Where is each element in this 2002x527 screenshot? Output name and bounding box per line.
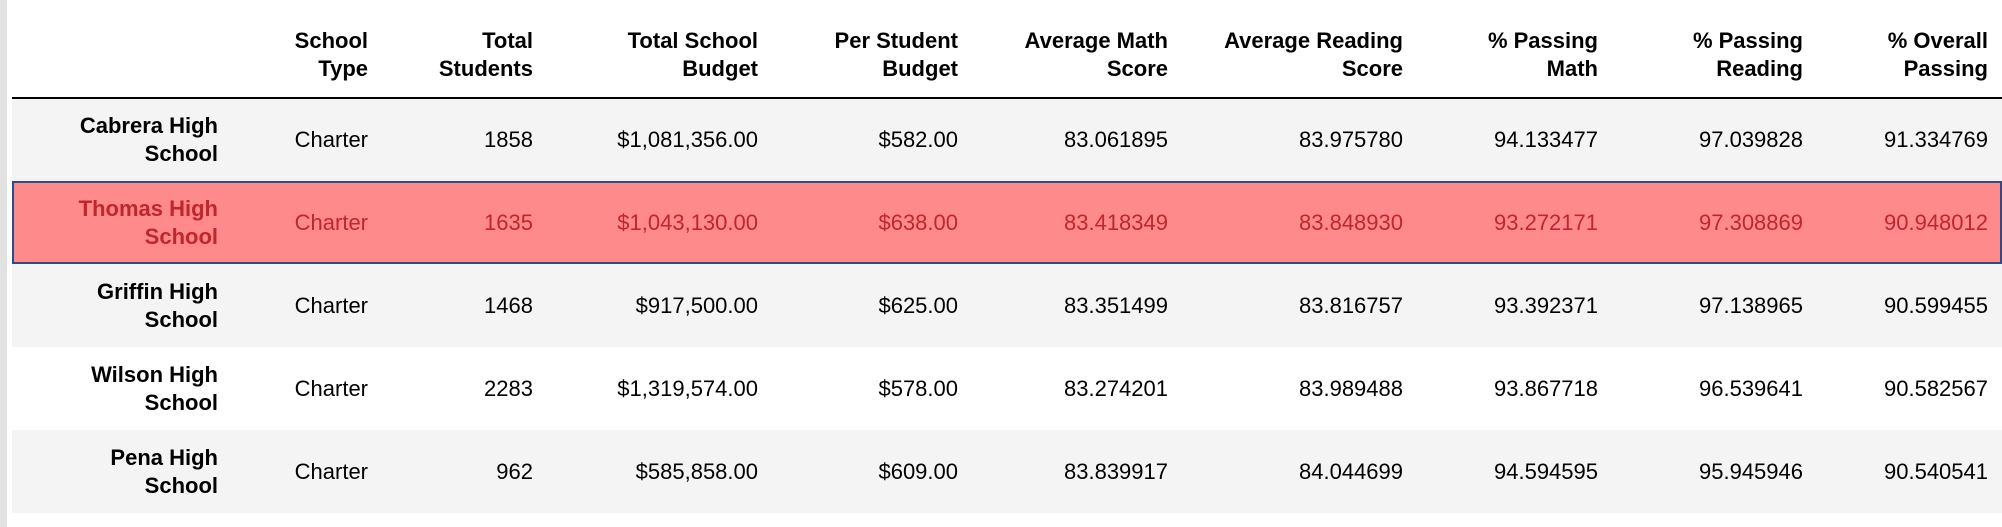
header-total-students-line1: Total	[482, 28, 533, 53]
row-school-name: Wilson High School	[91, 361, 218, 415]
row-school-name: Griffin High School	[97, 278, 218, 332]
header-average-math-score: Average Math Score	[972, 0, 1182, 99]
header-passing-reading-line2: Reading	[1716, 56, 1803, 81]
cell-school-type: Charter	[294, 375, 368, 401]
cell-per-student-budget: $609.00	[878, 458, 958, 484]
header-passing-reading-line1: % Passing	[1692, 28, 1803, 53]
cell-average-reading-score: 83.989488	[1299, 375, 1403, 401]
cell-passing-math: 94.133477	[1494, 127, 1598, 152]
cell-passing-reading: 97.138965	[1699, 292, 1803, 318]
cell-school-type: Charter	[294, 458, 368, 484]
cell-per-student-budget: $578.00	[878, 375, 958, 401]
header-overall-passing-line2: Passing	[1903, 56, 1988, 81]
cell-total-students: 1635	[484, 209, 533, 235]
cell-overall-passing: 90.540541	[1884, 458, 1988, 484]
header-total-school-budget-line2: Budget	[682, 56, 758, 81]
table-row: Cabrera High School Charter 1858 $1,081,356.…	[12, 98, 2002, 181]
dataframe-output: School Type Total Students Total School Bud…	[12, 0, 2002, 513]
cell-per-student-budget: $625.00	[878, 292, 958, 318]
cell-total-school-budget: $1,081,356.00	[617, 127, 758, 152]
header-overall-passing-line1: % Overall	[1887, 28, 1988, 53]
row-school-name: Thomas High School	[78, 195, 218, 249]
cell-average-math-score: 83.839917	[1064, 458, 1168, 484]
header-total-students: Total Students	[382, 0, 547, 99]
header-average-reading-score: Average Reading Score	[1182, 0, 1417, 99]
table-row: Griffin High School Charter 1468 $917,500.00…	[12, 264, 2002, 347]
cell-school-type: Charter	[294, 292, 368, 318]
header-passing-math-line1: % Passing	[1487, 28, 1598, 53]
cell-left-gutter	[0, 0, 7, 527]
header-average-reading-score-line1: Average Reading	[1224, 28, 1403, 53]
cell-average-reading-score: 83.975780	[1299, 127, 1403, 152]
cell-school-type: Charter	[294, 209, 368, 235]
cell-average-math-score: 83.274201	[1064, 375, 1168, 401]
cell-total-students: 1858	[484, 127, 533, 152]
header-school-type: School Type	[232, 0, 382, 99]
header-school-type-line2: Type	[318, 56, 368, 81]
header-average-reading-score-line2: Score	[1341, 56, 1403, 81]
cell-passing-reading: 95.945946	[1699, 458, 1803, 484]
table-row: Wilson High School Charter 2283 $1,319,574.0…	[12, 347, 2002, 430]
header-passing-math-line2: Math	[1546, 56, 1598, 81]
cell-overall-passing: 90.599455	[1884, 292, 1988, 318]
cell-total-school-budget: $585,858.00	[635, 458, 758, 484]
cell-total-school-budget: $1,043,130.00	[617, 209, 758, 235]
row-school-name: Cabrera High School	[79, 113, 218, 166]
header-per-student-budget: Per Student Budget	[772, 0, 972, 99]
cell-average-math-score: 83.418349	[1064, 209, 1168, 235]
header-school-type-line1: School	[294, 28, 368, 53]
cell-passing-math: 93.272171	[1494, 209, 1598, 235]
header-per-student-budget-line1: Per Student	[834, 28, 958, 53]
cell-per-student-budget: $582.00	[878, 127, 958, 152]
cell-total-students: 962	[496, 458, 533, 484]
table-body: Cabrera High School Charter 1858 $1,081,356.…	[12, 98, 2002, 513]
cell-passing-math: 94.594595	[1494, 458, 1598, 484]
cell-average-reading-score: 84.044699	[1299, 458, 1403, 484]
cell-average-reading-score: 83.816757	[1299, 292, 1403, 318]
cell-average-reading-score: 83.848930	[1299, 209, 1403, 235]
cell-passing-reading: 97.039828	[1699, 127, 1803, 152]
header-average-math-score-line2: Score	[1106, 56, 1168, 81]
header-row: School Type Total Students Total School Bud…	[12, 0, 2002, 99]
header-total-school-budget-line1: Total School	[627, 28, 758, 53]
header-overall-passing: % Overall Passing	[1817, 0, 2002, 99]
cell-overall-passing: 90.948012	[1884, 209, 1988, 235]
header-average-math-score-line1: Average Math	[1024, 28, 1168, 53]
cell-total-students: 2283	[484, 375, 533, 401]
cell-overall-passing: 91.334769	[1884, 127, 1988, 152]
cell-passing-reading: 96.539641	[1699, 375, 1803, 401]
header-per-student-budget-line2: Budget	[882, 56, 958, 81]
cell-average-math-score: 83.351499	[1064, 292, 1168, 318]
school-summary-table: School Type Total Students Total School Bud…	[12, 0, 2002, 513]
cell-passing-reading: 97.308869	[1699, 209, 1803, 235]
row-school-name: Pena High School	[110, 444, 218, 498]
table-header: School Type Total Students Total School Bud…	[12, 0, 2002, 99]
cell-total-school-budget: $917,500.00	[635, 292, 758, 318]
header-index	[12, 0, 232, 99]
cell-school-type: Charter	[294, 127, 368, 152]
table-row: Pena High School Charter 962 $585,858.00 $609…	[12, 430, 2002, 513]
header-total-students-line2: Students	[438, 56, 533, 81]
cell-passing-math: 93.392371	[1494, 292, 1598, 318]
cell-per-student-budget: $638.00	[878, 209, 958, 235]
cell-passing-math: 93.867718	[1494, 375, 1598, 401]
header-passing-reading: % Passing Reading	[1612, 0, 1817, 99]
cell-overall-passing: 90.582567	[1884, 375, 1988, 401]
header-passing-math: % Passing Math	[1417, 0, 1612, 99]
cell-total-students: 1468	[484, 292, 533, 318]
header-total-school-budget: Total School Budget	[547, 0, 772, 99]
cell-total-school-budget: $1,319,574.00	[617, 375, 758, 401]
cell-average-math-score: 83.061895	[1064, 127, 1168, 152]
table-row: Thomas High School Charter 1635 $1,043,130.0…	[12, 181, 2002, 264]
